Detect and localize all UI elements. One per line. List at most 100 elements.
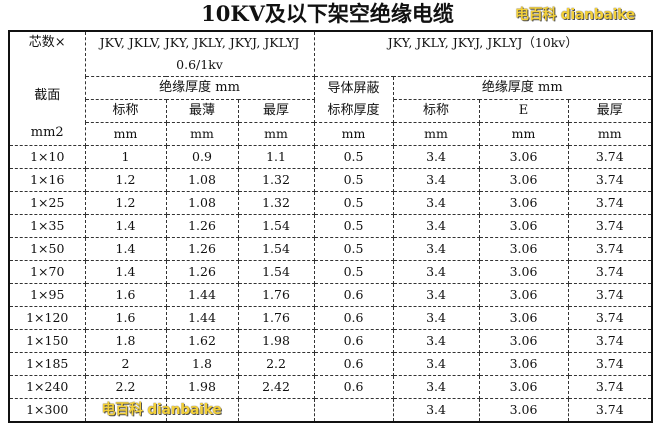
value-cell: 1.26 (165, 260, 239, 284)
value-cell: 0.6 (313, 329, 394, 353)
value-cell: 0.6 (313, 375, 394, 399)
value-cell: 1.4 (84, 214, 167, 238)
watermark: 电百科 dianbaike (101, 402, 222, 419)
value-cell: 3.06 (478, 260, 569, 284)
table-row: 1×10 1 0.9 1.1 0.5 3.4 3.06 3.74 (8, 145, 653, 169)
value-cell: 3.4 (392, 191, 480, 215)
value-cell: 3.74 (567, 145, 653, 169)
cores-label: 芯数× (28, 35, 66, 50)
value-cell: 0.5 (313, 237, 394, 261)
value-cell: 1.54 (237, 237, 315, 261)
cross-section-cell: 1×240 (8, 375, 86, 399)
cross-section-cell: 1×10 (8, 145, 86, 169)
value-cell: 1.32 (237, 168, 315, 192)
value-cell: 2.2 (237, 352, 315, 376)
table-row: 1×50 1.4 1.26 1.54 0.5 3.4 3.06 3.74 (8, 237, 653, 261)
value-cell: 3.4 (392, 283, 480, 307)
shield-thickness-header: 导体屏蔽 标称厚度 (313, 76, 394, 123)
sub-header: E (478, 99, 569, 123)
table-row: 1×120 1.6 1.44 1.76 0.6 3.4 3.06 3.74 (8, 306, 653, 330)
low-voltage-group-header: JKV, JKLV, JKY, JKLY, JKYJ, JKLYJ 0.6/1kv (84, 30, 315, 77)
value-cell: 3.4 (392, 168, 480, 192)
value-cell: 3.74 (567, 214, 653, 238)
table-row: 1×185 2 1.8 2.2 0.6 3.4 3.06 3.74 (8, 352, 653, 376)
value-cell: 3.4 (392, 352, 480, 376)
value-cell: 3.74 (567, 352, 653, 376)
value-cell: 1.98 (237, 329, 315, 353)
table-row: 1×35 1.4 1.26 1.54 0.5 3.4 3.06 3.74 (8, 214, 653, 238)
value-cell: 0.5 (313, 214, 394, 238)
value-cell: 3.06 (478, 145, 569, 169)
section-label: 截面 (34, 87, 61, 103)
unit-cell: mm (392, 122, 480, 146)
value-cell: 0.6 (313, 306, 394, 330)
high-voltage-group-header: JKY, JKLY, JKYJ, JKLYJ（10kv） (313, 30, 653, 77)
value-cell: 1.8 (84, 329, 167, 353)
value-cell: 3.06 (478, 306, 569, 330)
value-cell: 3.06 (478, 283, 569, 307)
value-cell: 1.98 (165, 375, 239, 399)
sub-header: 最薄 (165, 99, 239, 123)
shield-line2: 标称厚度 (327, 102, 380, 118)
value-cell: 0.5 (313, 260, 394, 284)
watermark: 电百科 dianbaike (515, 7, 635, 23)
value-cell: 3.74 (567, 237, 653, 261)
cross-section-cell: 1×150 (8, 329, 86, 353)
value-cell: 3.4 (392, 329, 480, 353)
value-cell: 2 (84, 352, 167, 376)
value-cell: 1 (84, 145, 167, 169)
sub-header: 标称 (84, 99, 167, 123)
table-row: 1×70 1.4 1.26 1.54 0.5 3.4 3.06 3.74 (8, 260, 653, 284)
cross-section-cell: 1×50 (8, 237, 86, 261)
table-row: 1×16 1.2 1.08 1.32 0.5 3.4 3.06 3.74 (8, 168, 653, 192)
unit-cell: mm (237, 122, 315, 146)
value-cell: 1.76 (237, 306, 315, 330)
value-cell: 1.6 (84, 283, 167, 307)
sub-header: 最厚 (237, 99, 315, 123)
unit-cell: mm (313, 122, 394, 146)
sub-header: 最厚 (567, 99, 653, 123)
value-cell: 1.54 (237, 214, 315, 238)
low-voltage-rating: 0.6/1kv (176, 57, 223, 72)
cross-section-cell: 1×120 (8, 306, 86, 330)
value-cell: 3.4 (392, 237, 480, 261)
value-cell: 3.4 (392, 375, 480, 399)
value-cell: 1.08 (165, 168, 239, 192)
sub-header: 标称 (392, 99, 480, 123)
value-cell: 1.08 (165, 191, 239, 215)
value-cell: 0.9 (165, 145, 239, 169)
value-cell: 0.6 (313, 352, 394, 376)
value-cell: 1.2 (84, 191, 167, 215)
cross-section-cell: 1×300 (8, 398, 86, 423)
value-cell: 1.76 (237, 283, 315, 307)
value-cell: 0.5 (313, 191, 394, 215)
value-cell (237, 398, 315, 423)
value-cell: 3.06 (478, 398, 569, 423)
value-cell: 3.74 (567, 260, 653, 284)
value-cell: 3.06 (478, 214, 569, 238)
value-cell: 0.5 (313, 145, 394, 169)
value-cell (313, 398, 394, 423)
insulation-thickness-header-1: 绝缘厚度 mm (84, 76, 315, 100)
insulation-thickness-header-2: 绝缘厚度 mm (392, 76, 653, 100)
value-cell: 3.74 (567, 168, 653, 192)
value-cell: 3.4 (392, 145, 480, 169)
cable-spec-table: 芯数× 截面 mm 2 JKV, JKLV, JKY, JKLY, JKYJ, JKL… (8, 30, 654, 423)
value-cell: 2.42 (237, 375, 315, 399)
shield-line1: 导体屏蔽 (327, 80, 380, 96)
value-cell: 3.4 (392, 214, 480, 238)
value-cell: 3.4 (392, 306, 480, 330)
value-cell: 1.44 (165, 283, 239, 307)
value-cell: 1.4 (84, 237, 167, 261)
table-row: 1×95 1.6 1.44 1.76 0.6 3.4 3.06 3.74 (8, 283, 653, 307)
value-cell: 1.54 (237, 260, 315, 284)
value-cell: 2.2 (84, 375, 167, 399)
cross-section-cell: 1×16 (8, 168, 86, 192)
value-cell (84, 398, 167, 423)
value-cell: 3.4 (392, 398, 480, 423)
cross-section-header: 芯数× 截面 mm2 (8, 30, 86, 146)
value-cell: 3.74 (567, 191, 653, 215)
value-cell: 3.74 (567, 306, 653, 330)
cross-section-cell: 1×35 (8, 214, 86, 238)
cross-section-cell: 1×95 (8, 283, 86, 307)
